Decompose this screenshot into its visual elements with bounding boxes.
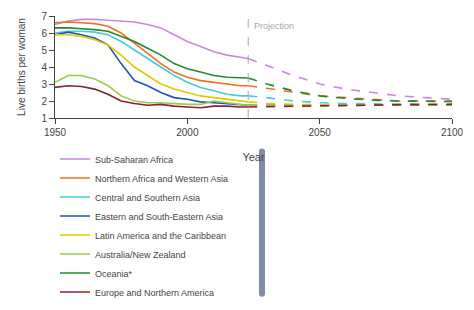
svg-text:Eastern and South-Eastern Asia: Eastern and South-Eastern Asia xyxy=(95,212,223,222)
svg-text:1: 1 xyxy=(41,113,47,124)
svg-text:2000: 2000 xyxy=(176,127,199,138)
svg-text:Oceania*: Oceania* xyxy=(95,269,133,279)
svg-text:Northern Africa and Western As: Northern Africa and Western Asia xyxy=(95,174,228,184)
svg-text:Central and Southern Asia: Central and Southern Asia xyxy=(95,193,200,203)
svg-text:2: 2 xyxy=(41,96,47,107)
svg-text:Live births per woman: Live births per woman xyxy=(16,18,27,116)
svg-text:5: 5 xyxy=(41,45,47,56)
svg-text:Sub-Saharan Africa: Sub-Saharan Africa xyxy=(95,155,173,165)
svg-text:Australia/New Zealand: Australia/New Zealand xyxy=(95,250,186,260)
svg-text:Year: Year xyxy=(242,151,265,163)
svg-text:4: 4 xyxy=(41,62,47,73)
svg-text:Latin America and the Caribbea: Latin America and the Caribbean xyxy=(95,231,226,241)
svg-text:Europe and Northern America: Europe and Northern America xyxy=(95,288,214,298)
svg-text:Projection: Projection xyxy=(254,21,294,31)
svg-text:2050: 2050 xyxy=(309,127,332,138)
svg-text:2100: 2100 xyxy=(441,127,464,138)
svg-text:6: 6 xyxy=(41,28,47,39)
svg-text:1950: 1950 xyxy=(44,127,67,138)
svg-text:7: 7 xyxy=(41,11,47,22)
svg-text:3: 3 xyxy=(41,79,47,90)
